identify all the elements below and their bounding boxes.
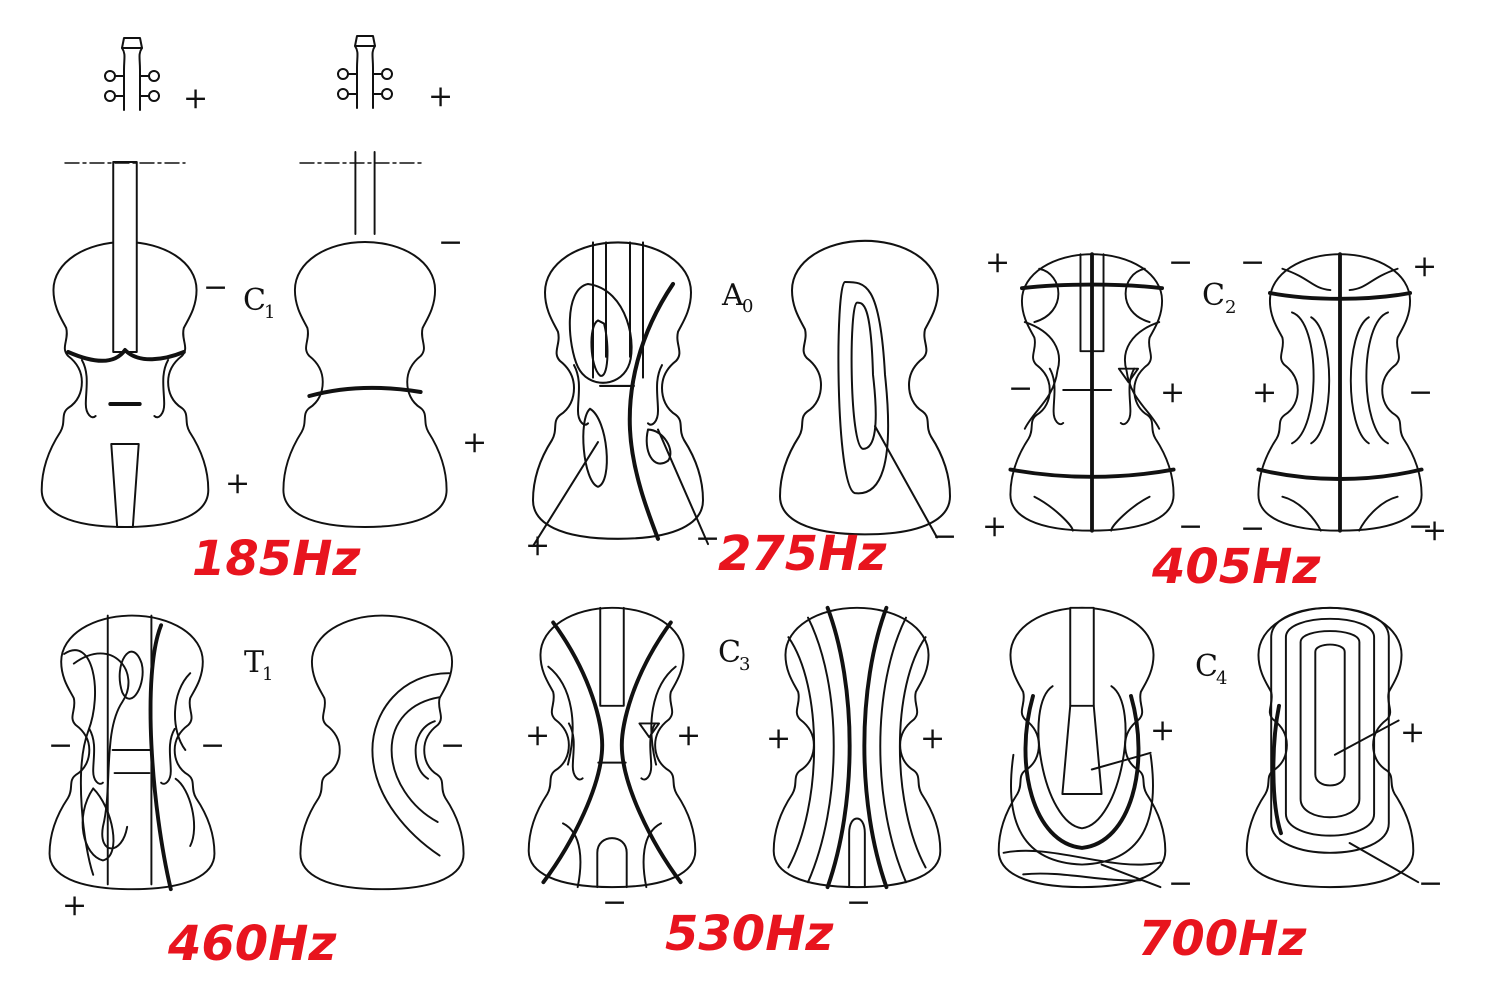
sign-minus: − (200, 728, 225, 763)
sign-minus: − (438, 225, 463, 260)
mode-t1-back-plate (299, 614, 465, 891)
sign-minus: − (1178, 509, 1203, 544)
sign-minus: − (203, 270, 228, 305)
sign-plus: + (525, 718, 550, 753)
frequency-530hz: 530Hz (665, 906, 834, 962)
frequency-275hz: 275Hz (718, 526, 887, 582)
svg-text:1: 1 (264, 302, 275, 323)
svg-text:T: T (244, 645, 264, 680)
sign-minus: − (932, 519, 957, 554)
svg-text:2: 2 (1225, 297, 1236, 318)
sign-plus: + (676, 718, 701, 753)
sign-plus: + (1400, 715, 1425, 750)
mode-c1-back-violin (282, 35, 448, 528)
sign-minus: − (1408, 375, 1433, 410)
mode-c2-back-plate (1256, 252, 1424, 533)
sign-plus: + (1422, 513, 1447, 548)
mode-c2-signs: + − + − + − − + + − + − − + (982, 245, 1447, 548)
sign-minus: − (48, 728, 73, 763)
sign-minus: − (1240, 511, 1265, 546)
svg-text:C: C (718, 635, 741, 670)
mode-t1-top-plate (48, 614, 216, 892)
sign-minus: − (846, 885, 871, 920)
mode-a0-signs: + − − (525, 519, 957, 563)
sign-plus: + (428, 79, 453, 114)
sign-minus: − (1008, 371, 1033, 406)
svg-text:0: 0 (742, 296, 753, 317)
sign-plus: + (982, 509, 1007, 544)
sign-minus: − (1168, 866, 1193, 901)
mode-c4-back-plate (1245, 606, 1420, 889)
mode-c4-signs: + − + − (1150, 713, 1443, 901)
svg-text:4: 4 (1216, 668, 1227, 689)
mode-c2-label: C 2 (1202, 278, 1236, 318)
mode-t1-label: T 1 (244, 645, 273, 685)
sign-plus: + (1412, 249, 1437, 284)
sign-plus: + (183, 81, 208, 116)
sign-plus: + (1252, 375, 1277, 410)
mode-c3-signs: + + − + + − (525, 718, 945, 920)
mode-c4-label: C 4 (1195, 649, 1227, 689)
sign-plus: + (1160, 375, 1185, 410)
mode-c3-back-plate (772, 605, 942, 890)
mode-c3-top-plate (527, 606, 697, 889)
mode-c1-front-violin (40, 37, 210, 528)
frequency-405hz: 405Hz (1151, 539, 1321, 595)
mode-c3-label: C 3 (718, 635, 750, 675)
sign-plus: + (62, 888, 87, 923)
svg-text:C: C (243, 283, 266, 318)
mode-c1-signs: + − + + − + (183, 79, 487, 501)
mode-a0-label: A 0 (721, 278, 753, 317)
sign-minus: − (695, 521, 720, 556)
sign-minus: − (440, 728, 465, 763)
mode-a0-back-plate (778, 239, 952, 539)
svg-text:1: 1 (262, 664, 273, 685)
sign-plus: + (462, 425, 487, 460)
svg-text:3: 3 (739, 654, 750, 675)
sign-plus: + (525, 528, 550, 563)
frequency-185hz: 185Hz (192, 531, 361, 587)
sign-minus: − (1168, 245, 1193, 280)
mode-t1-signs: − − + − (48, 728, 465, 923)
mode-c4-top-plate (997, 606, 1167, 889)
mode-a0-top-plate (531, 241, 709, 548)
sign-minus: − (1418, 866, 1443, 901)
sign-plus: + (766, 721, 791, 756)
sign-plus: + (1150, 713, 1175, 748)
frequency-460hz: 460Hz (167, 916, 337, 972)
sign-plus: + (225, 466, 250, 501)
svg-text:C: C (1202, 278, 1225, 313)
frequency-700hz: 700Hz (1138, 911, 1307, 967)
svg-text:C: C (1195, 649, 1218, 684)
sign-plus: + (985, 245, 1010, 280)
sign-minus: − (602, 885, 627, 920)
mode-c2-top-plate (1008, 252, 1176, 533)
sign-minus: − (1240, 245, 1265, 280)
sign-minus: − (1408, 509, 1433, 544)
mode-c1-label: C 1 (243, 283, 275, 323)
sign-plus: + (920, 721, 945, 756)
svg-text:A: A (721, 278, 744, 313)
